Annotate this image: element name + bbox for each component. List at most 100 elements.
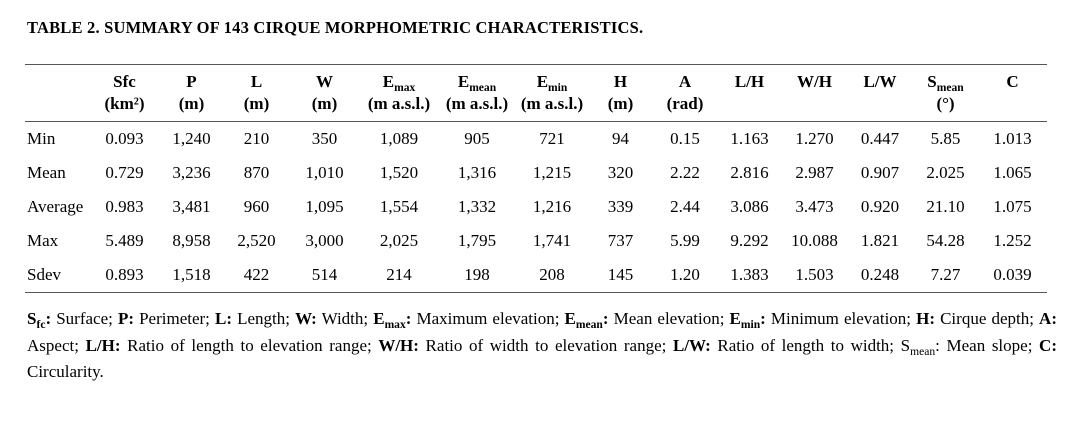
- footnote-term: L/W:: [673, 336, 711, 355]
- column-symbol: Emax: [382, 72, 416, 95]
- footnote-segment: Minimum elevation;: [765, 309, 917, 328]
- table-cell: 210: [243, 129, 270, 148]
- footnote-segment: Aspect;: [27, 335, 86, 355]
- corner-cell: [25, 65, 90, 122]
- table-cell: 1.252: [993, 231, 1032, 250]
- footnote-segment: :: [760, 309, 766, 328]
- column-header-w-h: W/H: [782, 65, 847, 122]
- table-cell: 7.27: [930, 265, 961, 284]
- table-row-max: Max 5.489 8,958 2,520 3,000 2,025 1,795 1,741 73…: [25, 224, 1047, 258]
- footnote-term: E: [373, 309, 384, 328]
- footnote-term: :: [406, 309, 412, 328]
- footnote-term: W:: [295, 309, 317, 328]
- column-unit: (m a.s.l.): [520, 94, 584, 113]
- table-cell: 737: [607, 231, 634, 250]
- table-cell: 2.44: [670, 197, 700, 216]
- footnote-term: E: [730, 309, 741, 328]
- column-unit: (m a.s.l.): [367, 94, 431, 113]
- table-cell: 339: [607, 197, 634, 216]
- footnote-segment: C:: [1039, 335, 1057, 355]
- footnote-term: :: [603, 309, 609, 328]
- footnote-segment: Surface;: [51, 309, 118, 328]
- row-label: Min: [27, 129, 56, 148]
- table-header-row: Sfc (km²) P (m) L (m) W (m) Emax (m a.s.l.) Emean(…: [25, 65, 1047, 122]
- table-cell: 2.816: [730, 163, 769, 182]
- column-unit: (rad): [666, 94, 704, 113]
- footnote-segment: W/H:: [378, 335, 419, 355]
- table-cell: 1,240: [172, 129, 211, 148]
- footnote-segment: L:: [215, 309, 232, 328]
- footnote-term: A:: [1039, 309, 1057, 328]
- table-cell: 1,520: [379, 163, 419, 182]
- table-cell: 54.28: [926, 231, 965, 250]
- table-cell: 0.093: [105, 129, 144, 148]
- table-row-sdev: Sdev 0.893 1,518 422 514 214 198 208 145 1.20 1.38…: [25, 258, 1047, 293]
- footnote-segment: Ratio of length to elevation range;: [120, 335, 379, 355]
- table-cell: 721: [539, 129, 565, 148]
- column-symbol: Smean: [927, 72, 964, 95]
- column-unit: (m): [607, 94, 634, 113]
- column-unit: (m): [243, 94, 270, 113]
- table-cell: 0.15: [670, 129, 700, 148]
- footnote-segment: P:: [117, 309, 134, 328]
- table-row-mean: Mean 0.729 3,236 870 1,010 1,520 1,316 1,215 320…: [25, 156, 1047, 190]
- table-cell: 3.086: [730, 197, 769, 216]
- table-cell: 1.075: [993, 197, 1032, 216]
- table-cell: 1.013: [993, 129, 1032, 148]
- row-label: Max: [27, 231, 59, 250]
- column-header-a: A (rad): [653, 65, 717, 122]
- column-header-l-h: L/H: [717, 65, 782, 122]
- table-cell: 1,215: [532, 163, 572, 182]
- footnote-term: mean: [576, 309, 603, 331]
- table-cell: 1,332: [457, 197, 497, 216]
- footnote-segment: max: [384, 318, 406, 332]
- table-cell: 1,316: [457, 163, 497, 182]
- column-symbol: W: [316, 72, 333, 91]
- table-cell: 1.503: [795, 265, 834, 284]
- table-cell: 1,010: [305, 163, 344, 182]
- column-symbol: L/W: [863, 72, 897, 91]
- table-cell: 3,236: [172, 163, 211, 182]
- footnote-term: L:: [215, 309, 232, 328]
- table-title: TABLE 2. SUMMARY OF 143 CIRQUE MORPHOMET…: [27, 18, 644, 37]
- footnote-segment: H:: [916, 309, 935, 328]
- table-cell: 3,000: [305, 231, 344, 250]
- table-cell: 1,095: [305, 197, 344, 216]
- footnote-segment: Maximum elevation;: [411, 309, 565, 328]
- column-header-e-mean: Emean (m a.s.l.): [438, 65, 516, 122]
- column-header-s-mean: Smean (°): [913, 65, 978, 122]
- table-cell: 2.025: [926, 163, 965, 182]
- column-unit: (m): [178, 94, 205, 113]
- footnote-segment: :: [602, 309, 609, 328]
- footnote-segment: fc: [36, 318, 46, 332]
- table-cell: 0.907: [860, 163, 900, 182]
- table-cell: 1,216: [532, 197, 572, 216]
- footnote-segment: A:: [1039, 309, 1057, 328]
- footnote-segment: Mean elevation;: [608, 309, 730, 328]
- table-cell: 1.383: [730, 265, 769, 284]
- column-unit: (m): [311, 94, 338, 113]
- table-cell: 1,089: [379, 129, 419, 148]
- table-row-average: Average 0.983 3,481 960 1,095 1,554 1,332 1,216…: [25, 190, 1047, 224]
- column-symbol: L/H: [734, 72, 765, 91]
- table-cell: 8,958: [172, 231, 211, 250]
- footnote-segment: min: [740, 318, 761, 332]
- table-cell: 21.10: [926, 197, 965, 216]
- table-cell: 422: [243, 265, 270, 284]
- column-symbol: H: [613, 72, 628, 91]
- footnote-term: H:: [916, 309, 935, 328]
- footnote-segment: W:: [295, 309, 317, 328]
- table-cell: 0.447: [860, 129, 900, 148]
- footnote-term: C:: [1039, 336, 1057, 355]
- column-unit: [847, 93, 913, 115]
- row-label: Sdev: [27, 265, 61, 284]
- column-header-l-w: L/W: [847, 65, 913, 122]
- footnote-segment: Length;: [232, 309, 296, 328]
- footnote-segment: Ratio of length to width;: [710, 335, 901, 355]
- column-unit: [717, 93, 782, 115]
- column-header-e-max: Emax (m a.s.l.): [360, 65, 438, 122]
- footnote-term: L/H:: [86, 336, 121, 355]
- table-cell: 1.065: [993, 163, 1032, 182]
- footnote-term: min: [740, 309, 761, 332]
- column-unit: [978, 93, 1047, 115]
